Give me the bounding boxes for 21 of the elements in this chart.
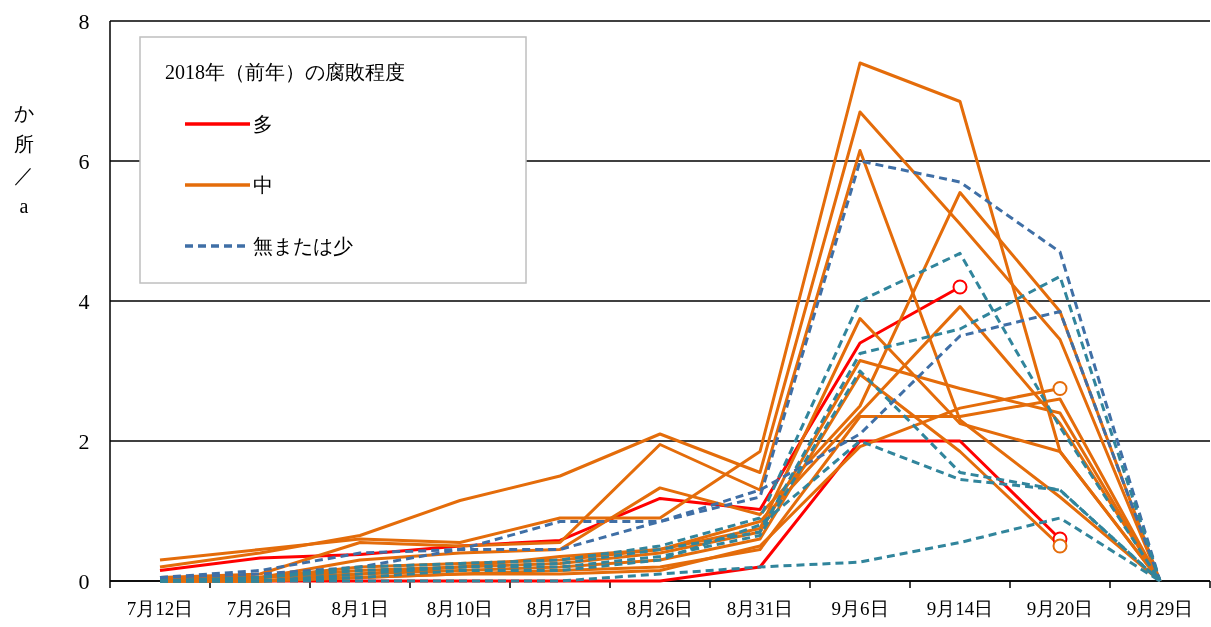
x-tick-label: 9月29日 bbox=[1126, 598, 1194, 619]
x-tick-label: 8月17日 bbox=[526, 598, 594, 619]
x-tick-label: 8月31日 bbox=[726, 598, 794, 619]
legend-label: 中 bbox=[253, 174, 273, 196]
x-tick-label: 7月26日 bbox=[226, 598, 294, 619]
x-tick-label: 8月26日 bbox=[626, 598, 694, 619]
x-tick-label: 9月14日 bbox=[926, 598, 994, 619]
x-tick-label: 8月1日 bbox=[331, 598, 389, 619]
y-tick-label: 8 bbox=[78, 9, 90, 34]
y-tick-label: 4 bbox=[78, 289, 90, 314]
legend-title: 2018年（前年）の腐敗程度 bbox=[165, 61, 405, 83]
y-tick-label: 0 bbox=[78, 569, 90, 594]
legend-label: 多 bbox=[253, 113, 273, 135]
x-tick-label: 9月6日 bbox=[831, 598, 889, 619]
x-tick-label: 9月20日 bbox=[1026, 598, 1094, 619]
x-tick-label: 8月10日 bbox=[426, 598, 494, 619]
y-tick-label: 2 bbox=[78, 429, 90, 454]
legend-label: 無または少 bbox=[253, 235, 353, 257]
x-tick-label: 7月12日 bbox=[126, 598, 194, 619]
y-tick-label: 6 bbox=[78, 149, 90, 174]
y-axis-title: か所／a bbox=[14, 102, 34, 217]
